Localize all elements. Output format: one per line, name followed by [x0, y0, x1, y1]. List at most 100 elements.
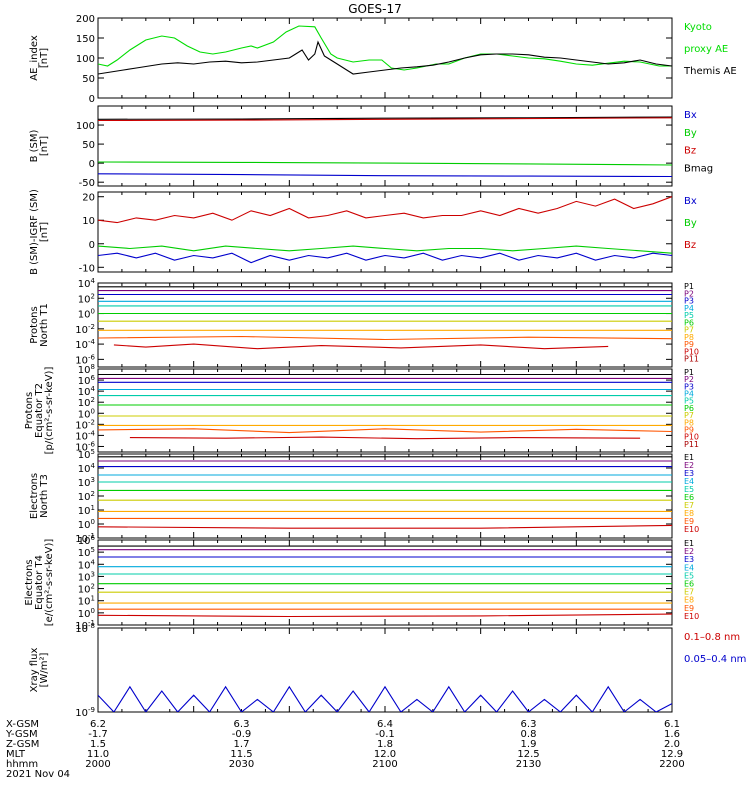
- panel-frame-eeq: [97, 539, 673, 626]
- legend-label-peq: P5: [684, 397, 694, 406]
- legend-label-eeq: E9: [684, 604, 694, 613]
- footer-row-label: hhmm: [6, 759, 38, 770]
- y-tick-label-ae: 50: [82, 74, 95, 85]
- legend-label-enorth: E9: [684, 517, 694, 526]
- y-axis-label-line: Equator T2: [34, 383, 45, 438]
- y-axis-label-line: [nT]: [39, 136, 50, 156]
- legend-label-eeq: E6: [684, 580, 694, 589]
- legend-label-enorth: E2: [684, 461, 694, 470]
- footer-value: 11.5: [230, 749, 252, 760]
- y-tick-label-peq: 10-4: [75, 429, 95, 442]
- y-axis-label-line: Protons: [24, 392, 35, 429]
- legend-label-bdiff: By: [684, 218, 697, 229]
- series-line-xray: [98, 685, 672, 712]
- footer-row-label: Y-GSM: [5, 729, 38, 740]
- y-tick-label-bdiff: -10: [79, 263, 95, 274]
- footer-value: 6.3: [521, 719, 537, 730]
- footer-row-label: MLT: [6, 749, 26, 760]
- legend-label-pnorth: P9: [684, 340, 694, 349]
- legend-label-enorth: E6: [684, 493, 694, 502]
- y-tick-label-ae: 100: [76, 54, 95, 65]
- y-tick-label-bsm: -50: [79, 178, 95, 189]
- footer-value: 6.3: [234, 719, 250, 730]
- series-line-bsm: [98, 116, 672, 120]
- y-tick-label-xray: 10-8: [75, 622, 95, 635]
- y-tick-label-peq: 106: [78, 374, 96, 387]
- panel-frame-peq: [97, 368, 673, 453]
- legend-label-peq: P1: [684, 368, 694, 377]
- legend-label-pnorth: P6: [684, 318, 694, 327]
- y-tick-label-enorth: 10-1: [75, 532, 95, 545]
- y-tick-label-bdiff: 20: [82, 193, 95, 204]
- legend-label-peq: P11: [684, 440, 699, 449]
- footer-value: 2000: [85, 759, 110, 770]
- legend-label-bsm: Bx: [684, 110, 697, 121]
- legend-label-peq: P6: [684, 404, 694, 413]
- series-line-bsm: [98, 117, 672, 122]
- y-tick-label-eeq: 100: [78, 607, 95, 620]
- y-tick-label-xray: 10-9: [75, 706, 95, 719]
- y-axis-label-xray: Xray flux [W/m²]: [29, 648, 50, 693]
- y-tick-label-eeq: 103: [78, 570, 95, 583]
- legend-label-bsm: Bmag: [684, 163, 713, 174]
- y-tick-label-bsm: 100: [76, 121, 95, 132]
- legend-label-eeq: E1: [684, 539, 694, 548]
- y-axis-label-line: Electrons: [29, 473, 40, 519]
- series-line-bdiff: [98, 196, 672, 224]
- legend-label-pnorth: P11: [684, 355, 699, 364]
- legend-label-xray: 0.1–0.8 nm: [684, 632, 740, 643]
- y-axis-label-peq: Protons Equator T2 [p/(cm²-s-sr-keV)]: [24, 367, 55, 455]
- panel-frame-pnorth: [97, 282, 673, 368]
- legend-label-peq: P3: [684, 382, 694, 391]
- y-axis-label-enorth: Electrons North T3: [29, 473, 50, 519]
- legend-label-enorth: E5: [684, 485, 694, 494]
- footer-value: 2100: [372, 759, 397, 770]
- legend-label-peq: P8: [684, 418, 694, 427]
- legend-label-pnorth: P8: [684, 333, 694, 342]
- legend-label-enorth: E4: [684, 477, 694, 486]
- series-line-ae: [98, 25, 672, 71]
- footer-row-label: X-GSM: [6, 719, 39, 730]
- series-line-eeq: [98, 613, 672, 618]
- legend-label-pnorth: P7: [684, 326, 694, 335]
- footer-value: 6.2: [90, 719, 106, 730]
- y-tick-label-enorth: 101: [78, 504, 95, 517]
- y-tick-label-peq: 108: [78, 363, 95, 376]
- series-line-pnorth: [98, 335, 672, 341]
- y-tick-label-eeq: 105: [78, 546, 95, 559]
- legend-label-xray: 0.05–0.4 nm: [684, 654, 746, 665]
- footer-row-label: Z-GSM: [6, 739, 39, 750]
- footer-value: 12.0: [374, 749, 396, 760]
- series-line-enorth: [98, 524, 672, 529]
- series-line-bdiff: [98, 245, 672, 254]
- y-axis-label-line: B (SM)-IGRF (SM): [29, 189, 40, 275]
- y-axis-label-line: [e/(cm²-s-sr-keV)]: [44, 539, 55, 627]
- legend-label-peq: P2: [684, 375, 694, 384]
- y-tick-label-ae: 0: [89, 94, 95, 105]
- y-axis-label-bdiff: B (SM)-IGRF (SM) [nT]: [29, 189, 50, 275]
- legend-label-pnorth: P4: [684, 304, 694, 313]
- legend-label-pnorth: P5: [684, 311, 694, 320]
- footer-value: 6.4: [377, 719, 393, 730]
- y-axis-label-line: North T1: [39, 303, 50, 347]
- footer-value: 0.8: [521, 729, 537, 740]
- legend-label-peq: P10: [684, 433, 699, 442]
- y-tick-label-peq: 10-2: [75, 418, 95, 431]
- y-tick-label-pnorth: 100: [78, 308, 95, 321]
- y-axis-label-bsm: B (SM) [nT]: [29, 129, 50, 162]
- y-tick-label-bsm: 50: [82, 140, 95, 151]
- y-axis-label-line: [nT]: [39, 222, 50, 242]
- series-line-bsm: [98, 173, 672, 178]
- legend-label-ae: Kyoto: [684, 22, 712, 33]
- y-tick-label-eeq: 106: [78, 534, 96, 547]
- footer-value: 2200: [659, 759, 684, 770]
- footer-value: 6.1: [664, 719, 680, 730]
- y-axis-label-line: North T3: [39, 474, 50, 518]
- footer-value: 11.0: [87, 749, 109, 760]
- footer-value: -0.9: [232, 729, 252, 740]
- y-tick-label-eeq: 10-1: [75, 619, 95, 632]
- y-axis-label-line: Equator T4: [34, 555, 45, 610]
- footer-row-label: 2021 Nov 04: [6, 769, 70, 780]
- y-tick-label-eeq: 102: [78, 583, 95, 596]
